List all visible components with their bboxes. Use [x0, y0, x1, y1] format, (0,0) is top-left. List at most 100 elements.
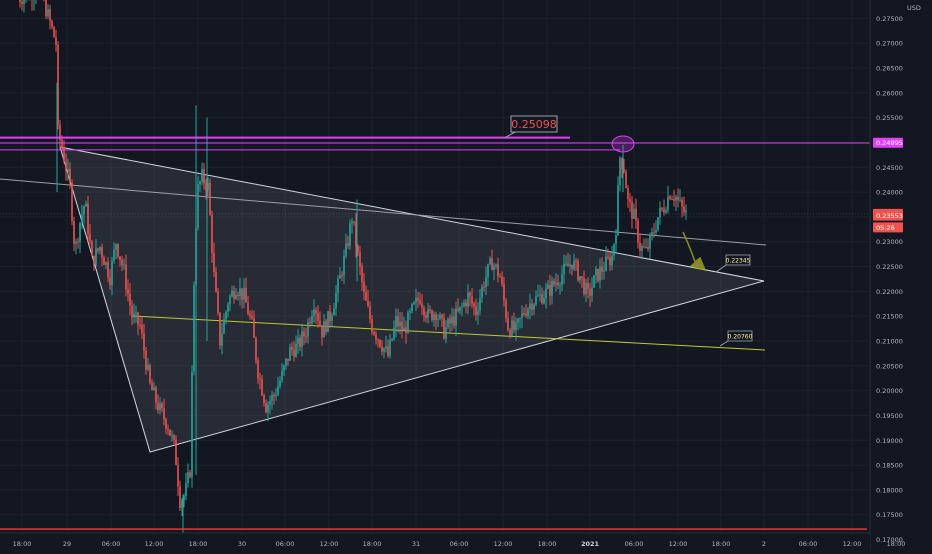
- candle-body: [249, 315, 251, 317]
- time-tick-label: 2021: [581, 540, 600, 548]
- candle-body: [369, 306, 371, 319]
- candle-body: [351, 221, 353, 223]
- candle-body: [433, 314, 435, 320]
- candle-body: [489, 258, 491, 264]
- candle-body: [289, 347, 291, 361]
- candle-body: [85, 204, 87, 207]
- candle-body: [651, 232, 653, 234]
- price-tag-text-3: 05:26: [876, 224, 895, 232]
- candle-body: [271, 395, 273, 401]
- candle-body: [73, 221, 75, 243]
- candle-body: [319, 321, 321, 326]
- time-tick-label: 12:00: [145, 540, 164, 548]
- price-tick-label: 0.18000: [876, 486, 903, 494]
- candle-body: [397, 316, 399, 326]
- price-axis[interactable]: USD0.275000.270000.265000.260000.255000.…: [870, 0, 932, 550]
- time-tick-label: 18:00: [712, 540, 731, 548]
- time-tick-label: 12:00: [494, 540, 513, 548]
- candle-body: [97, 248, 99, 250]
- candle-body: [259, 378, 261, 379]
- candle-body: [505, 301, 507, 319]
- candle-body: [253, 318, 255, 338]
- candle-body: [223, 319, 225, 334]
- candle-body: [661, 208, 663, 209]
- candle-body: [219, 313, 221, 346]
- candle-body: [303, 331, 305, 336]
- time-tick-label: 12:00: [669, 540, 688, 548]
- candle-body: [287, 359, 289, 361]
- price-tick-label: 0.22000: [876, 288, 903, 296]
- candle-body: [53, 27, 55, 37]
- candle-body: [177, 465, 179, 487]
- candle-body: [543, 298, 545, 303]
- candle-body: [83, 207, 85, 215]
- candle-body: [375, 334, 377, 339]
- candle-body: [325, 321, 327, 332]
- candle-body: [389, 340, 391, 356]
- candle-body: [441, 315, 443, 318]
- candle-body: [673, 199, 675, 201]
- candle-body: [513, 321, 515, 331]
- candle-body: [591, 288, 593, 296]
- candle-body: [399, 322, 401, 326]
- price-tick-label: 0.20500: [876, 362, 903, 370]
- candle-body: [295, 344, 297, 357]
- candle-body: [655, 230, 657, 233]
- candle-body: [485, 277, 487, 287]
- candle-body: [451, 317, 453, 324]
- candle-body: [277, 386, 279, 395]
- candle-body: [547, 285, 549, 289]
- candle-body: [373, 332, 375, 334]
- candle-body: [19, 0, 21, 2]
- candle-body: [629, 199, 631, 202]
- candle-body: [477, 311, 479, 315]
- candle-body: [267, 405, 269, 413]
- candle-body: [595, 269, 597, 275]
- candle-body: [611, 256, 613, 265]
- candle-body: [577, 261, 579, 280]
- time-tick-label: 06:00: [102, 540, 121, 548]
- candle-body: [125, 264, 127, 289]
- candle-body: [77, 242, 79, 243]
- candle-body: [617, 185, 619, 235]
- candle-body: [503, 284, 505, 300]
- candle-body: [111, 261, 113, 285]
- candle-body: [523, 313, 525, 314]
- candle-body: [229, 296, 231, 304]
- candle-body: [347, 244, 349, 246]
- candle-body: [581, 276, 583, 278]
- candle-body: [299, 338, 301, 347]
- candle-body: [193, 285, 195, 372]
- candle-body: [323, 321, 325, 337]
- candle-body: [561, 274, 563, 284]
- candle-body: [245, 288, 247, 303]
- candle-body: [671, 199, 673, 200]
- currency-label: USD: [907, 4, 921, 12]
- candle-body: [199, 182, 201, 184]
- candle-body: [393, 327, 395, 338]
- time-tick-label: 18:00: [887, 540, 906, 548]
- candle-body: [333, 308, 335, 315]
- candle-body: [539, 294, 541, 295]
- time-tick-label: 18:00: [13, 540, 32, 548]
- candle-body: [529, 304, 531, 309]
- candle-body: [521, 313, 523, 318]
- candle-body: [189, 472, 191, 477]
- candle-body: [683, 207, 685, 212]
- candle-body: [631, 202, 633, 219]
- price-tick-label: 0.27000: [876, 40, 903, 48]
- candle-body: [255, 338, 257, 360]
- candle-body: [141, 325, 143, 334]
- candle-body: [309, 322, 311, 323]
- price-tick-label: 0.24500: [876, 164, 903, 172]
- candle-body: [447, 319, 449, 327]
- candle-body: [345, 244, 347, 256]
- candle-body: [467, 293, 469, 307]
- candle-body: [429, 309, 431, 310]
- candle-body: [201, 169, 203, 181]
- candle-body: [413, 302, 415, 304]
- candle-body: [565, 264, 567, 265]
